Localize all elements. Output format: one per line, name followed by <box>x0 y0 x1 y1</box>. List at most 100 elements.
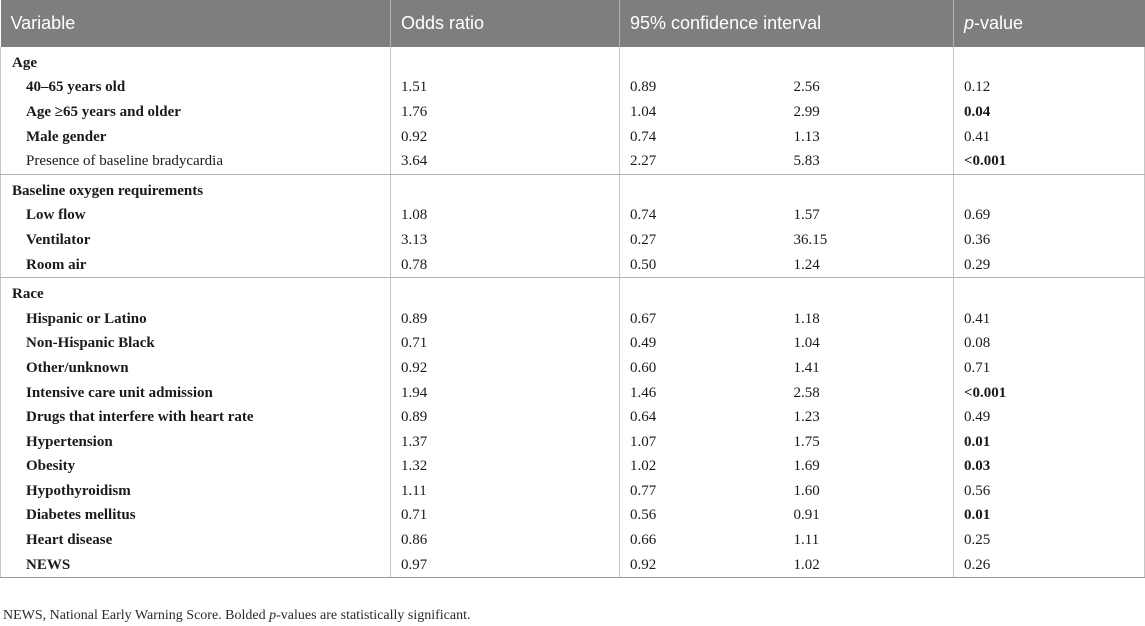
table-row: Non-Hispanic Black 0.71 0.49 1.04 0.08 <box>0 331 1145 357</box>
group-header-row: Age <box>0 47 1145 76</box>
p-value-cell: 0.01 <box>953 503 1145 529</box>
variable-cell: Obesity <box>0 454 391 480</box>
header-p-italic: p <box>964 13 975 33</box>
table-body: Age 40–65 years old 1.51 0.89 2.56 0.12 Age ≥6… <box>0 47 1145 579</box>
table-row: Room air 0.78 0.50 1.24 0.29 <box>0 252 1145 279</box>
variable-cell: Drugs that interfere with heart rate <box>0 405 391 430</box>
ci-lower-cell: 0.89 <box>619 75 784 101</box>
table-row: Diabetes mellitus 0.71 0.56 0.91 0.01 <box>0 503 1145 529</box>
p-value-cell: 0.36 <box>953 228 1145 253</box>
variable-cell: Baseline oxygen requirements <box>0 174 391 204</box>
p-value-cell: 0.01 <box>953 429 1145 455</box>
ci-upper-cell: 5.83 <box>783 149 954 175</box>
variable-cell: Intensive care unit admission <box>0 380 391 406</box>
odds-ratio-cell: 0.97 <box>390 552 620 579</box>
variable-cell: Heart disease <box>0 528 391 553</box>
table-row: Male gender 0.92 0.74 1.13 0.41 <box>0 124 1145 150</box>
odds-ratio-cell: 3.64 <box>390 149 620 175</box>
variable-cell: Hypertension <box>0 429 391 455</box>
ci-lower-cell: 0.27 <box>619 228 784 253</box>
odds-ratio-cell: 0.92 <box>390 356 620 381</box>
table-row: Ventilator 3.13 0.27 36.15 0.36 <box>0 228 1145 253</box>
p-value-cell: 0.29 <box>953 252 1145 279</box>
table-row: Heart disease 0.86 0.66 1.11 0.25 <box>0 528 1145 553</box>
odds-ratio-cell <box>390 277 620 307</box>
odds-ratio-cell: 0.71 <box>390 331 620 357</box>
odds-ratio-cell: 1.37 <box>390 429 620 455</box>
table-header: Variable Odds ratio 95% confidence inter… <box>0 0 1145 47</box>
variable-cell: Room air <box>0 252 391 279</box>
table-row: Obesity 1.32 1.02 1.69 0.03 <box>0 454 1145 480</box>
p-value-cell: 0.12 <box>953 75 1145 101</box>
p-value-cell: 0.04 <box>953 100 1145 125</box>
ci-upper-cell: 1.02 <box>783 552 954 579</box>
header-variable: Variable <box>10 13 76 33</box>
ci-lower-cell: 0.60 <box>619 356 784 381</box>
variable-cell: Hypothyroidism <box>0 479 391 504</box>
ci-upper-cell: 1.75 <box>793 433 820 450</box>
odds-ratio-cell: 3.13 <box>390 228 620 253</box>
header-odds-ratio: Odds ratio <box>390 0 620 47</box>
odds-ratio-cell: 1.51 <box>390 75 620 101</box>
header-p-rest: -value <box>974 13 1024 33</box>
ci-upper-cell: 1.23 <box>793 409 820 426</box>
table-row: Hispanic or Latino 0.89 0.67 1.18 0.41 <box>0 306 1145 332</box>
ci-lower-cell: 1.04 <box>619 100 784 125</box>
odds-ratio-cell: 1.94 <box>390 380 620 406</box>
table-row: Hypertension 1.37 1.07 1.75 0.01 <box>0 429 1145 455</box>
variable-cell: Race <box>0 277 391 307</box>
ci-upper-cell: 2.58 <box>793 384 820 401</box>
header-row: Variable Odds ratio 95% confidence inter… <box>0 0 1145 47</box>
variable-cell: Hispanic or Latino <box>0 306 391 332</box>
p-value-cell: 0.69 <box>953 203 1145 229</box>
variable-cell: Low flow <box>0 203 391 229</box>
table-row: Drugs that interfere with heart rate 0.89… <box>0 405 1145 430</box>
p-value-cell: 0.49 <box>953 405 1145 430</box>
ci-upper-cell: 1.18 <box>793 310 820 327</box>
ci-lower-cell: 0.92 <box>619 552 784 579</box>
table-row: NEWS 0.97 0.92 1.02 0.26 <box>0 552 1145 579</box>
ci-lower-cell <box>619 174 784 204</box>
odds-ratio-cell: 0.71 <box>390 503 620 529</box>
ci-lower-cell: 0.67 <box>619 306 784 332</box>
odds-ratio-cell <box>390 174 620 204</box>
ci-lower-cell: 0.77 <box>619 479 784 504</box>
ci-upper-cell <box>784 47 954 76</box>
odds-ratio-cell: 1.11 <box>390 479 620 504</box>
ci-lower-cell: 0.74 <box>619 203 784 229</box>
odds-ratio-cell: 0.89 <box>390 306 620 332</box>
p-value-cell: 0.41 <box>953 306 1145 332</box>
table-row: Other/unknown 0.92 0.60 1.41 0.71 <box>0 356 1145 381</box>
group-header-row: Race <box>0 277 1145 307</box>
table-row: Intensive care unit admission 1.94 1.46 2.5… <box>0 380 1145 406</box>
p-value-cell: <0.001 <box>953 149 1145 175</box>
p-value-cell <box>953 277 1145 307</box>
odds-ratio-cell: 1.76 <box>390 100 620 125</box>
p-value-cell: 0.25 <box>953 528 1145 553</box>
variable-cell: Male gender <box>0 124 391 150</box>
odds-ratio-cell: 1.08 <box>390 203 620 229</box>
odds-ratio-cell: 0.89 <box>390 405 620 430</box>
ci-lower-cell: 0.74 <box>619 124 784 150</box>
header-confidence-interval: 95% confidence interval <box>619 0 954 47</box>
ci-upper-cell: 2.99 <box>793 103 820 120</box>
ci-upper-cell: 1.57 <box>793 207 820 224</box>
p-value-cell <box>953 174 1145 204</box>
ci-upper-cell: 1.41 <box>793 359 820 376</box>
table-row: 40–65 years old 1.51 0.89 2.56 0.12 <box>0 75 1145 101</box>
ci-upper-cell <box>784 278 954 307</box>
ci-upper-cell: 1.04 <box>793 335 820 352</box>
group-header-row: Baseline oxygen requirements <box>0 174 1145 204</box>
odds-ratio-cell: 0.78 <box>390 252 620 279</box>
odds-ratio-cell: 1.32 <box>390 454 620 480</box>
ci-lower-cell: 0.49 <box>619 331 784 357</box>
variable-cell: NEWS <box>0 552 391 579</box>
ci-upper-cell: 1.60 <box>793 482 820 499</box>
ci-upper-cell: 36.15 <box>793 231 828 248</box>
ci-upper-cell: 1.13 <box>793 128 820 145</box>
table-row: Hypothyroidism 1.11 0.77 1.60 0.56 <box>0 479 1145 504</box>
variable-cell: Age ≥65 years and older <box>0 100 391 125</box>
table-row: Presence of baseline bradycardia 3.64 2.27… <box>0 149 1145 175</box>
variable-cell: Presence of baseline bradycardia <box>0 149 391 175</box>
variable-cell: 40–65 years old <box>0 75 391 101</box>
